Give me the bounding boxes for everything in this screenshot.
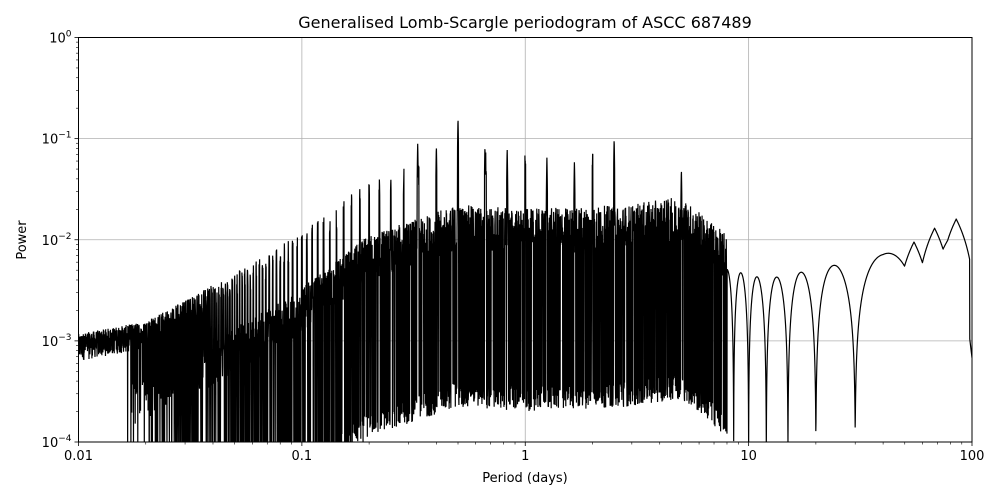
x-tick-label: 0.1 [292, 449, 313, 464]
x-axis-ticks: 0.01 0.1 1 10 100 [64, 442, 984, 464]
power-line [78, 120, 972, 442]
y-axis-label: Power [15, 220, 30, 260]
y-tick-label: 10−4 [42, 434, 72, 451]
x-axis-label: Period (days) [482, 471, 568, 486]
x-tick-label: 10 [740, 449, 757, 464]
periodogram-curve [78, 120, 972, 442]
y-tick-label: 10−1 [42, 131, 72, 148]
chart-title: Generalised Lomb-Scargle periodogram of … [298, 13, 752, 32]
y-tick-label: 10−3 [42, 333, 72, 350]
x-tick-label: 100 [960, 449, 985, 464]
y-tick-label: 100 [49, 30, 72, 47]
y-axis-ticks: 10−4 10−3 10−2 10−1 100 [42, 30, 79, 451]
y-tick-label: 10−2 [42, 232, 72, 249]
x-tick-label: 1 [521, 449, 529, 464]
x-tick-label: 0.01 [64, 449, 93, 464]
